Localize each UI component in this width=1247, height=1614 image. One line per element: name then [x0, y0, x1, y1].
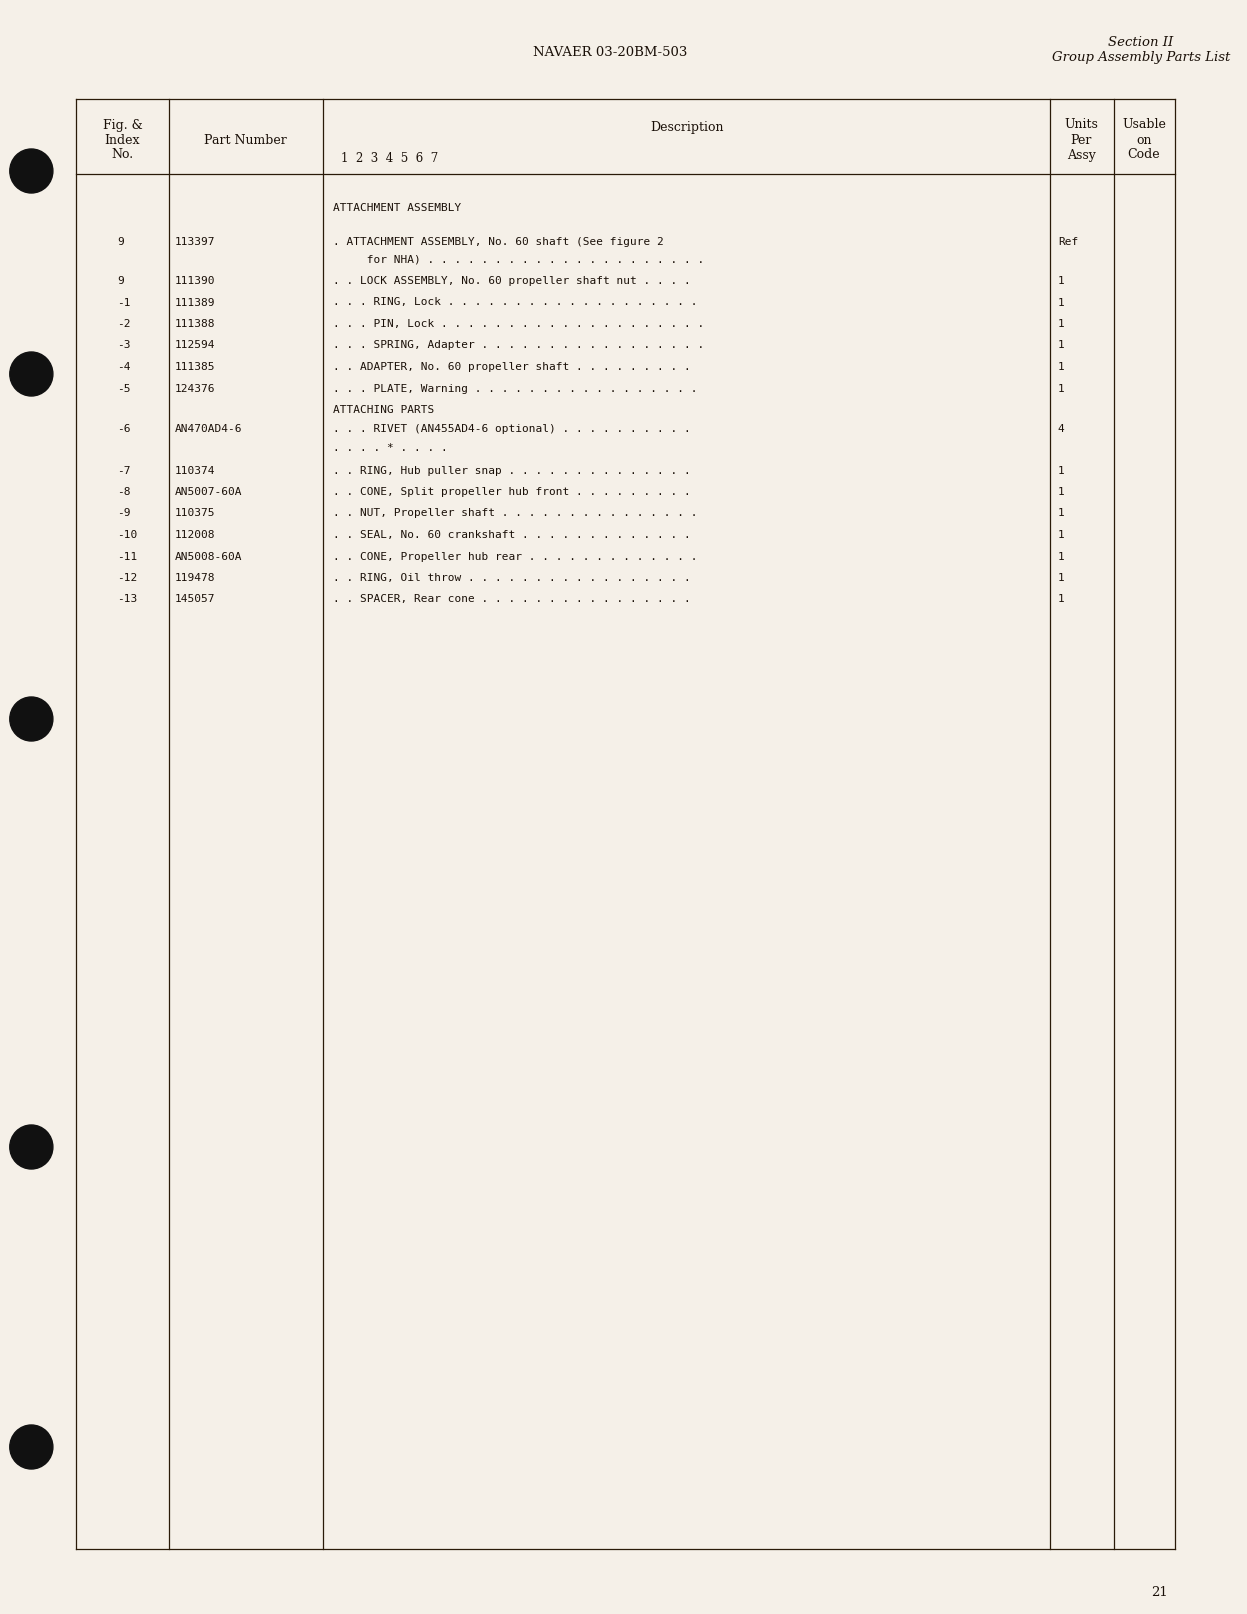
Circle shape [10, 353, 52, 397]
Text: 1: 1 [1057, 508, 1065, 518]
Text: . . . RING, Lock . . . . . . . . . . . . . . . . . . .: . . . RING, Lock . . . . . . . . . . . .… [333, 297, 697, 307]
Text: 145057: 145057 [175, 594, 214, 604]
Text: 1  2  3  4  5  6  7: 1 2 3 4 5 6 7 [340, 152, 438, 165]
Text: 1: 1 [1057, 465, 1065, 475]
Text: 111385: 111385 [175, 362, 214, 371]
Text: Fig. &: Fig. & [102, 118, 142, 131]
Text: Group Assembly Parts List: Group Assembly Parts List [1052, 50, 1231, 63]
Text: 1: 1 [1057, 529, 1065, 539]
Text: -8: -8 [117, 487, 131, 497]
Text: . . CONE, Propeller hub rear . . . . . . . . . . . . .: . . CONE, Propeller hub rear . . . . . .… [333, 550, 697, 562]
Text: 9: 9 [117, 237, 125, 247]
Text: . . LOCK ASSEMBLY, No. 60 propeller shaft nut . . . .: . . LOCK ASSEMBLY, No. 60 propeller shaf… [333, 276, 691, 286]
Text: Description: Description [650, 121, 723, 134]
Text: 4: 4 [1057, 424, 1065, 434]
Text: AN470AD4-6: AN470AD4-6 [175, 424, 242, 434]
Text: . . . PIN, Lock . . . . . . . . . . . . . . . . . . . .: . . . PIN, Lock . . . . . . . . . . . . … [333, 320, 705, 329]
Text: 119478: 119478 [175, 573, 214, 583]
Text: 110375: 110375 [175, 508, 214, 518]
Text: AN5008-60A: AN5008-60A [175, 550, 242, 562]
Text: 1: 1 [1057, 276, 1065, 286]
Text: Code: Code [1127, 148, 1160, 161]
Text: Section II: Section II [1109, 36, 1173, 48]
Text: -2: -2 [117, 320, 131, 329]
Text: . . RING, Hub puller snap . . . . . . . . . . . . . .: . . RING, Hub puller snap . . . . . . . … [333, 465, 691, 475]
Text: . . SPACER, Rear cone . . . . . . . . . . . . . . . .: . . SPACER, Rear cone . . . . . . . . . … [333, 594, 691, 604]
Text: 9: 9 [117, 276, 125, 286]
Text: -7: -7 [117, 465, 131, 475]
Text: . . SEAL, No. 60 crankshaft . . . . . . . . . . . . .: . . SEAL, No. 60 crankshaft . . . . . . … [333, 529, 691, 539]
Text: NAVAER 03-20BM-503: NAVAER 03-20BM-503 [532, 45, 687, 58]
Text: -4: -4 [117, 362, 131, 371]
Text: 1: 1 [1057, 362, 1065, 371]
Text: 113397: 113397 [175, 237, 214, 247]
Text: . . . SPRING, Adapter . . . . . . . . . . . . . . . . .: . . . SPRING, Adapter . . . . . . . . . … [333, 341, 705, 350]
Circle shape [10, 150, 52, 194]
Text: -9: -9 [117, 508, 131, 518]
Text: 111390: 111390 [175, 276, 214, 286]
Text: -3: -3 [117, 341, 131, 350]
Text: Index: Index [105, 134, 140, 147]
Text: . . . RIVET (AN455AD4-6 optional) . . . . . . . . . .: . . . RIVET (AN455AD4-6 optional) . . . … [333, 424, 691, 434]
Text: -6: -6 [117, 424, 131, 434]
Text: . ATTACHMENT ASSEMBLY, No. 60 shaft (See figure 2: . ATTACHMENT ASSEMBLY, No. 60 shaft (See… [333, 237, 663, 247]
Text: 110374: 110374 [175, 465, 214, 475]
Circle shape [10, 697, 52, 741]
Text: 112008: 112008 [175, 529, 214, 539]
Text: ATTACHING PARTS: ATTACHING PARTS [333, 405, 434, 415]
Text: Units: Units [1065, 118, 1099, 131]
Text: 1: 1 [1057, 550, 1065, 562]
Text: -12: -12 [117, 573, 137, 583]
Text: -11: -11 [117, 550, 137, 562]
Text: . . . PLATE, Warning . . . . . . . . . . . . . . . . .: . . . PLATE, Warning . . . . . . . . . .… [333, 383, 697, 394]
Circle shape [10, 1125, 52, 1169]
Text: Part Number: Part Number [205, 134, 287, 147]
Text: 124376: 124376 [175, 383, 214, 394]
Text: AN5007-60A: AN5007-60A [175, 487, 242, 497]
Text: -5: -5 [117, 383, 131, 394]
Text: . . . . * . . . .: . . . . * . . . . [333, 442, 448, 452]
Text: Usable: Usable [1122, 118, 1166, 131]
Text: ATTACHMENT ASSEMBLY: ATTACHMENT ASSEMBLY [333, 203, 461, 213]
Text: . . RING, Oil throw . . . . . . . . . . . . . . . . .: . . RING, Oil throw . . . . . . . . . . … [333, 573, 691, 583]
Text: Per: Per [1071, 134, 1092, 147]
Text: 21: 21 [1151, 1585, 1167, 1598]
Text: . . CONE, Split propeller hub front . . . . . . . . .: . . CONE, Split propeller hub front . . … [333, 487, 691, 497]
Text: Ref: Ref [1057, 237, 1079, 247]
Text: 111388: 111388 [175, 320, 214, 329]
Text: 1: 1 [1057, 487, 1065, 497]
Text: on: on [1136, 134, 1152, 147]
Text: 1: 1 [1057, 297, 1065, 307]
Text: 112594: 112594 [175, 341, 214, 350]
Text: 1: 1 [1057, 320, 1065, 329]
Text: 1: 1 [1057, 594, 1065, 604]
Text: -13: -13 [117, 594, 137, 604]
Text: 111389: 111389 [175, 297, 214, 307]
Text: 1: 1 [1057, 341, 1065, 350]
Text: . . NUT, Propeller shaft . . . . . . . . . . . . . . .: . . NUT, Propeller shaft . . . . . . . .… [333, 508, 697, 518]
Text: -10: -10 [117, 529, 137, 539]
Text: -1: -1 [117, 297, 131, 307]
Text: Assy: Assy [1067, 148, 1096, 161]
Text: No.: No. [111, 148, 133, 161]
Text: 1: 1 [1057, 383, 1065, 394]
Circle shape [10, 1425, 52, 1469]
Text: 1: 1 [1057, 573, 1065, 583]
Text: . . ADAPTER, No. 60 propeller shaft . . . . . . . . .: . . ADAPTER, No. 60 propeller shaft . . … [333, 362, 691, 371]
Text: for NHA) . . . . . . . . . . . . . . . . . . . . .: for NHA) . . . . . . . . . . . . . . . .… [333, 255, 705, 265]
